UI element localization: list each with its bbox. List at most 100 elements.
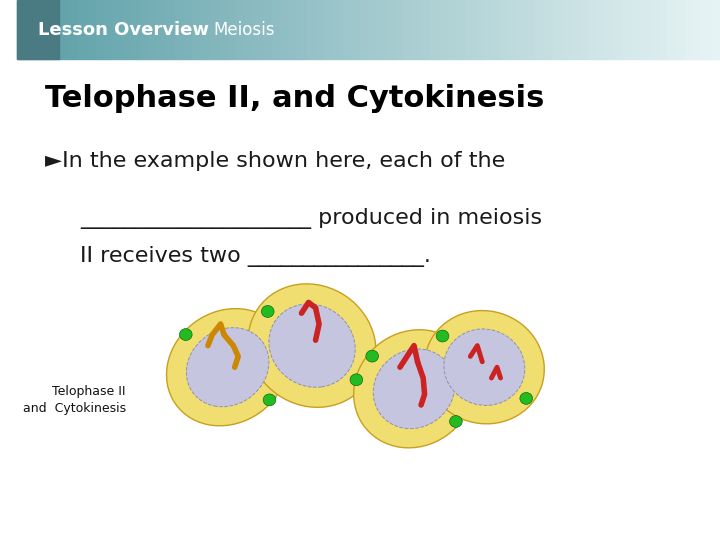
Bar [157,0,166,59]
Text: _____________________ produced in meiosis: _____________________ produced in meiosi… [80,208,542,229]
Bar [60,0,69,59]
Ellipse shape [520,393,533,404]
Bar [465,0,474,59]
Bar [500,0,509,59]
Bar [25,0,35,59]
Bar [703,0,711,59]
Bar [614,0,624,59]
Bar [649,0,659,59]
Bar [377,0,386,59]
Text: II receives two ________________.: II receives two ________________. [80,246,431,267]
Bar [166,0,175,59]
Text: ►In the example shown here, each of the: ►In the example shown here, each of the [45,151,505,171]
Bar [263,0,271,59]
Bar [351,0,359,59]
Bar [606,0,614,59]
Bar [289,0,298,59]
Bar [570,0,580,59]
Bar [482,0,492,59]
Bar [131,0,140,59]
Bar [202,0,210,59]
Bar [386,0,395,59]
Bar [395,0,403,59]
Bar [69,0,78,59]
Ellipse shape [350,374,363,386]
Bar [122,0,131,59]
Bar [104,0,113,59]
Bar [403,0,413,59]
Bar [685,0,693,59]
Ellipse shape [264,394,276,406]
Ellipse shape [425,310,544,424]
Bar [544,0,553,59]
Bar [474,0,482,59]
Bar [518,0,526,59]
Bar [184,0,192,59]
Bar [307,0,315,59]
Bar [113,0,122,59]
Bar [298,0,307,59]
Bar [219,0,228,59]
Bar [430,0,438,59]
Bar [78,0,87,59]
Bar [492,0,500,59]
Bar [236,0,246,59]
Ellipse shape [354,330,474,448]
Bar [254,0,263,59]
Bar [333,0,342,59]
Bar [421,0,430,59]
Bar [509,0,518,59]
Ellipse shape [373,349,455,429]
Bar [35,0,43,59]
Bar [324,0,333,59]
Bar [553,0,562,59]
Bar [315,0,324,59]
Bar [96,0,104,59]
Bar [597,0,606,59]
Bar [359,0,369,59]
Bar [87,0,96,59]
Ellipse shape [261,306,274,318]
Text: Telophase II, and Cytokinesis: Telophase II, and Cytokinesis [45,84,544,113]
Bar [17,0,25,59]
Bar [228,0,236,59]
Bar [659,0,667,59]
Bar [693,0,703,59]
Bar [676,0,685,59]
Bar [413,0,421,59]
Ellipse shape [166,308,289,426]
Bar [43,0,52,59]
Ellipse shape [248,284,376,407]
Ellipse shape [179,328,192,341]
Bar [280,0,289,59]
Bar [624,0,632,59]
Bar [667,0,676,59]
Bar [140,0,148,59]
Bar [711,0,720,59]
Ellipse shape [444,329,525,406]
Ellipse shape [186,328,269,407]
Bar [456,0,465,59]
Bar [17,0,59,59]
Text: Telophase II
and  Cytokinesis: Telophase II and Cytokinesis [22,384,126,415]
Text: Lesson Overview: Lesson Overview [37,21,209,39]
Ellipse shape [366,350,379,362]
Bar [52,0,60,59]
Bar [588,0,597,59]
Bar [210,0,219,59]
Bar [562,0,570,59]
Bar [580,0,588,59]
Ellipse shape [449,416,462,428]
Bar [438,0,447,59]
Bar [536,0,544,59]
Bar [526,0,536,59]
Bar [246,0,254,59]
Bar [632,0,641,59]
Bar [271,0,280,59]
Bar [369,0,377,59]
Text: Meiosis: Meiosis [214,21,275,39]
Ellipse shape [269,304,355,387]
Bar [447,0,456,59]
Bar [148,0,157,59]
Bar [175,0,184,59]
